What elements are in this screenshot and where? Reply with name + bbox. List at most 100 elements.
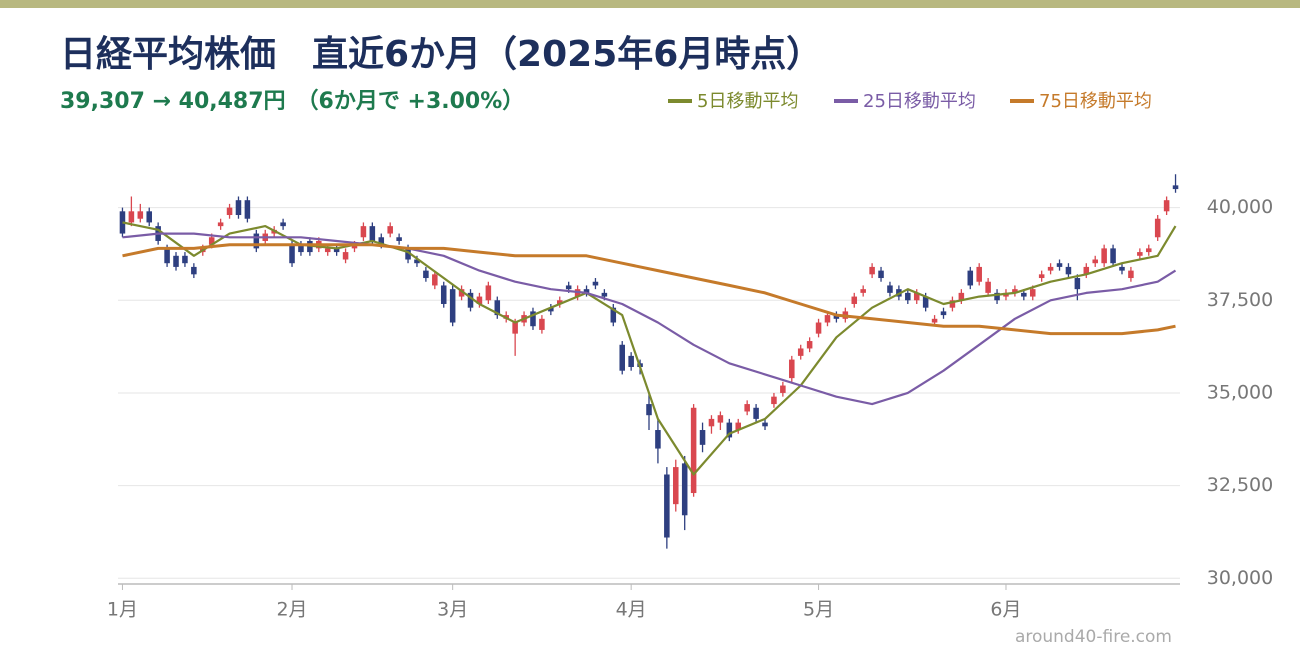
candle-body — [512, 322, 518, 334]
candle-body — [182, 255, 188, 264]
candle-body — [976, 266, 982, 282]
candle-body — [699, 430, 706, 445]
chart-subtitle: 39,307 → 40,487円 （6か月で +3.00%） — [60, 89, 524, 114]
candle-body — [369, 226, 376, 241]
candle-body — [208, 237, 215, 245]
candle-body — [1012, 289, 1018, 293]
y-tick-label: 37,500 — [1207, 289, 1273, 311]
candle-body — [1119, 266, 1125, 271]
candle-body — [191, 266, 197, 275]
candle-body — [887, 285, 893, 293]
candle-body — [1065, 266, 1072, 275]
candle-body — [619, 344, 625, 371]
candle-body — [905, 292, 911, 301]
candle-body — [1029, 289, 1036, 297]
y-tick-label: 32,500 — [1207, 474, 1273, 496]
y-tick-label: 40,000 — [1207, 196, 1273, 218]
candle-body — [1021, 292, 1027, 297]
candle-body — [708, 418, 715, 427]
candle-body — [449, 289, 456, 323]
candle-body — [780, 385, 786, 393]
x-tick-label: 1月 — [107, 599, 138, 621]
candle-body — [396, 237, 402, 241]
x-tick-label: 4月 — [616, 599, 647, 621]
candle-body — [333, 248, 340, 253]
x-tick-label: 5月 — [803, 599, 834, 621]
candle-body — [476, 296, 483, 304]
candle-body — [797, 348, 804, 356]
candle-body — [173, 255, 179, 267]
candle-body — [726, 422, 733, 438]
candle-body — [592, 281, 599, 286]
candle-body — [789, 359, 795, 379]
candle-body — [458, 289, 465, 297]
candle-body — [119, 211, 126, 234]
candle-body — [235, 200, 242, 216]
candle-body — [860, 289, 866, 293]
candle-body — [1047, 266, 1054, 271]
candle-body — [164, 248, 170, 264]
candle-body — [440, 285, 447, 304]
moving-average-line — [122, 221, 1177, 476]
candle-body — [494, 300, 501, 316]
candle-body — [646, 404, 652, 416]
candle-body — [289, 244, 295, 264]
candle-body — [690, 407, 697, 494]
candle-body — [878, 270, 884, 279]
moving-average-line — [122, 232, 1177, 406]
candle-body — [1092, 259, 1098, 264]
moving-average-line — [122, 243, 1176, 336]
top-strip — [0, 0, 1300, 8]
candle-body — [253, 233, 260, 249]
candle-body — [869, 266, 875, 275]
candle-body — [378, 237, 385, 245]
candle-body — [485, 285, 492, 301]
candle-body — [530, 311, 536, 327]
candle-body — [815, 322, 822, 334]
legend-label: 75日移動平均 — [1039, 91, 1152, 112]
candle-body — [324, 248, 331, 253]
candle-body — [342, 252, 349, 260]
candle-body — [958, 292, 965, 301]
candle-body — [601, 292, 608, 297]
candle-body — [833, 315, 840, 319]
candle-body — [949, 300, 956, 308]
candle-body — [556, 300, 563, 304]
candle-body — [1038, 274, 1045, 279]
candle-body — [360, 226, 367, 238]
candle-body — [1154, 218, 1161, 238]
candle-body — [244, 200, 251, 219]
candle-body — [681, 463, 688, 516]
candle-body — [467, 292, 474, 308]
candle-body — [583, 289, 590, 293]
candle-body — [762, 422, 768, 427]
candle-body — [1163, 200, 1170, 212]
candle-body — [1056, 263, 1063, 267]
candle-body — [146, 211, 153, 223]
candle-body — [137, 211, 144, 219]
candle-body — [387, 226, 393, 234]
candle-body — [1074, 278, 1081, 290]
candle-body — [664, 474, 670, 538]
y-tick-label: 30,000 — [1207, 567, 1273, 589]
candle-body — [539, 318, 545, 330]
candle-body — [351, 244, 358, 249]
y-tick-label: 35,000 — [1207, 381, 1273, 403]
candle-body — [1101, 248, 1107, 264]
candle-body — [985, 281, 991, 293]
candle-body — [1145, 248, 1152, 253]
candle-body — [1128, 270, 1134, 279]
candle-body — [931, 318, 938, 323]
x-tick-label: 2月 — [276, 599, 307, 621]
candle-body — [851, 296, 858, 304]
candle-body — [994, 292, 1000, 301]
candle-body — [806, 341, 813, 349]
watermark: around40-fire.com — [1015, 627, 1172, 647]
x-tick-label: 6月 — [990, 599, 1021, 621]
candle-body — [1172, 185, 1179, 190]
candle-body — [423, 270, 429, 279]
candle-body — [1110, 248, 1116, 264]
candle-body — [735, 422, 742, 431]
candle-body — [432, 274, 438, 286]
